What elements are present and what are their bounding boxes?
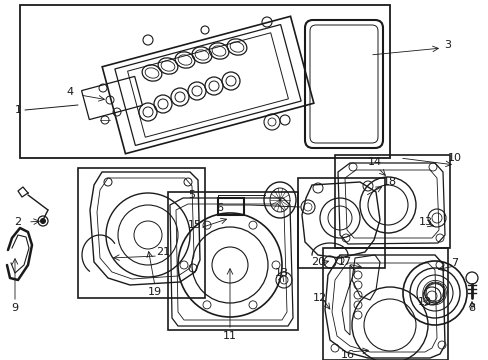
Text: 2: 2 [15,217,21,227]
Bar [323,248,447,360]
Text: 4: 4 [66,87,73,97]
Bar [218,198,244,215]
Text: 18: 18 [382,177,396,187]
Bar [297,178,384,268]
Circle shape [41,219,45,224]
Text: 13: 13 [418,217,432,227]
Text: 11: 11 [223,331,237,341]
Text: 9: 9 [11,303,19,313]
Text: 10: 10 [447,153,461,163]
Text: 1: 1 [15,105,21,115]
Text: 15: 15 [187,220,202,230]
Text: 17: 17 [337,257,351,267]
Text: 14: 14 [367,157,381,167]
Bar [20,5,389,158]
Text: 8: 8 [468,303,475,313]
Text: 21: 21 [156,247,170,257]
Text: 12: 12 [312,293,326,303]
Text: 7: 7 [450,258,458,268]
Bar [78,168,204,298]
Text: 20: 20 [310,257,325,267]
Text: 3: 3 [444,40,450,50]
Text: 19: 19 [148,287,162,297]
Text: 13: 13 [417,297,431,307]
Text: 5: 5 [188,190,195,200]
Bar [334,155,449,248]
Text: 13: 13 [274,268,288,278]
Text: 16: 16 [340,350,354,360]
Bar [168,192,297,330]
Text: 6: 6 [216,203,223,213]
